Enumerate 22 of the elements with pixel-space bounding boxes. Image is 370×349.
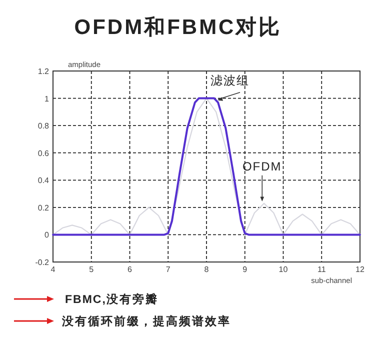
x-tick-label: 6 <box>128 265 133 274</box>
x-tick-label: 7 <box>166 265 171 274</box>
x-tick-label: 9 <box>242 265 248 274</box>
x-tick-label: 11 <box>317 265 326 274</box>
x-tick-label: 8 <box>204 265 210 274</box>
annotation: OFDM <box>242 159 282 174</box>
y-tick-label: 0.4 <box>38 176 50 186</box>
x-tick-label: 10 <box>278 265 288 274</box>
text: 没有循环前缀，提高频谱效率 <box>61 314 231 328</box>
y-tick-label: 1 <box>44 94 50 104</box>
y-tick-label: 0.2 <box>38 203 50 212</box>
x-tick-label: 12 <box>356 265 365 274</box>
x-tick-label: 5 <box>89 265 94 274</box>
x-tick-label: 4 <box>50 265 56 274</box>
annotation: 滤波组 <box>210 73 250 88</box>
y-tick-label: -0.2 <box>35 258 50 267</box>
y-tick-label: 0.6 <box>38 148 50 158</box>
chart-title: OFDM和FBMC对比 <box>74 16 282 39</box>
text: FBMC,没有旁瓣 <box>65 292 158 306</box>
y-tick-label: 0 <box>44 230 50 240</box>
y-tick-label: 0.8 <box>38 122 50 131</box>
y-tick-label: 1.2 <box>38 67 50 76</box>
